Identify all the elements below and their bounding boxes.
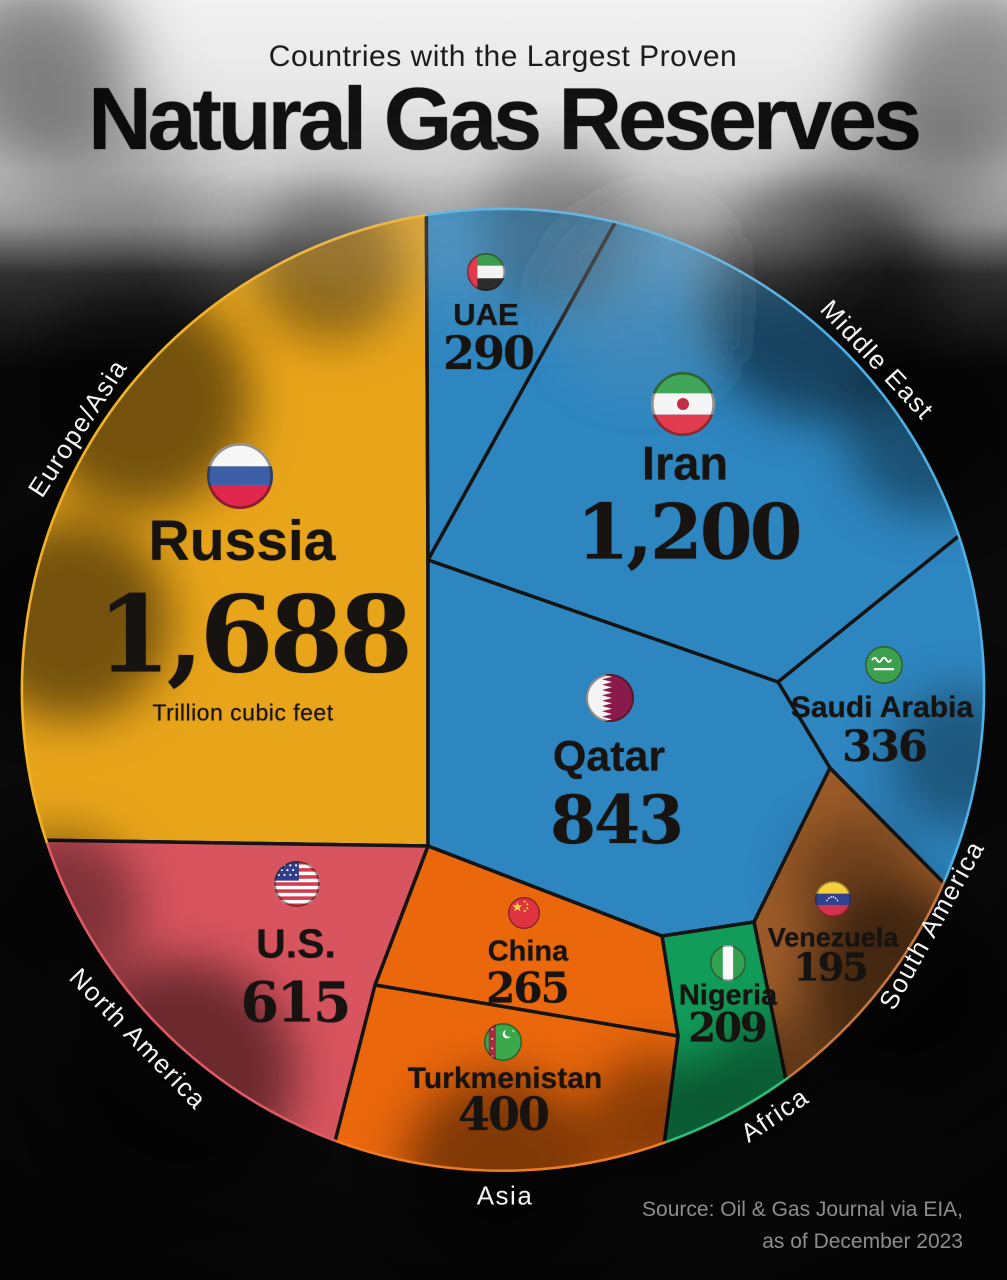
venezuela-value-label: 195 (793, 944, 868, 990)
russia-unit-label: Trillion cubic feet (152, 699, 334, 726)
uae-name-label: UAE (453, 297, 519, 332)
uae-flag-icon (466, 252, 506, 292)
russia-flag-icon (207, 443, 273, 509)
us-name-label: U.S. (256, 920, 336, 967)
russia-value-label: 1,688 (97, 571, 413, 697)
saudi-arabia-name-label: Saudi Arabia (790, 691, 974, 724)
rim-arc-south-america (788, 881, 946, 1079)
turkmenistan-name-label: Turkmenistan (407, 1062, 603, 1095)
uae-value-label: 290 (442, 326, 535, 380)
china-name-label: China (487, 935, 569, 968)
turkmenistan-value-label: 400 (457, 1087, 550, 1141)
venezuela-flag-icon (815, 881, 851, 917)
rim-arc-north-america (45, 842, 337, 1143)
iran-value-label: 1,200 (576, 487, 803, 577)
flags-group (207, 252, 904, 1062)
top-fog (190, 178, 850, 298)
iran-flag-icon (651, 372, 715, 436)
iran-name-label: Iran (641, 436, 729, 490)
region-label-asia: Asia (476, 1180, 534, 1211)
chart-kicker: Countries with the Largest Proven (268, 40, 738, 73)
saudi-arabia-value-label: 336 (842, 722, 928, 772)
us-flag-icon (274, 861, 320, 907)
sky-smoke (0, 0, 1007, 250)
china-value-label: 265 (486, 963, 570, 1013)
rim-arc-africa (665, 1075, 790, 1144)
source-line-1: Source: Oil & Gas Journal via EIA, (642, 1198, 963, 1221)
chart-title: Natural Gas Reserves (88, 69, 922, 168)
turkmenistan-flag-icon (483, 1022, 523, 1062)
saudi-arabia-flag-icon (864, 645, 904, 685)
rim-arc-asia (335, 1139, 667, 1172)
source-line-2: as of December 2023 (762, 1229, 963, 1253)
russia-name-label: Russia (148, 509, 336, 573)
nigeria-name-label: Nigeria (678, 979, 778, 1012)
china-flag-icon (507, 896, 541, 930)
source-note: Source: Oil & Gas Journal via EIA, as of… (642, 1194, 963, 1257)
venezuela-name-label: Venezuela (767, 922, 899, 953)
qatar-flag-icon (586, 674, 634, 722)
nigeria-value-label: 209 (688, 1004, 767, 1052)
us-value-label: 615 (240, 969, 352, 1035)
qatar-value-label: 843 (550, 781, 684, 859)
qatar-name-label: Qatar (552, 732, 666, 781)
nigeria-flag-icon (710, 945, 746, 981)
